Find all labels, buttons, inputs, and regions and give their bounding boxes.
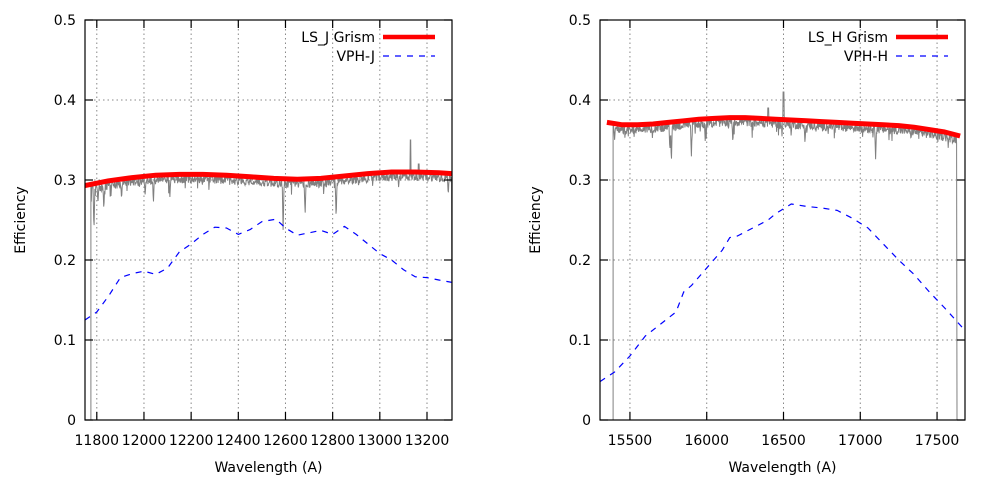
x-axis-title: Wavelength (A) xyxy=(728,460,836,476)
legend: LS_J Grism VPH-J xyxy=(301,30,435,65)
x-tick-label: 12800 xyxy=(310,433,355,449)
measured-trace xyxy=(612,91,958,420)
x-tick-label: 11800 xyxy=(75,433,120,449)
y-tick-label: 0.3 xyxy=(54,173,76,189)
x-tick-label: 16500 xyxy=(761,433,806,449)
plot-frame xyxy=(599,19,966,421)
y-tick-label: 0.3 xyxy=(569,173,591,189)
vph-efficiency-line xyxy=(600,203,965,383)
series-group xyxy=(600,91,965,420)
x-tick-label: 13200 xyxy=(405,433,450,449)
plot-frame xyxy=(84,19,453,421)
y-tick-label: 0.5 xyxy=(569,13,591,29)
grism-efficiency-line xyxy=(606,115,961,139)
ticks xyxy=(600,19,965,421)
series-group xyxy=(85,139,452,420)
x-tick-label: 13000 xyxy=(358,433,403,449)
x-tick-label: 12600 xyxy=(263,433,308,449)
x-tick-label: 16000 xyxy=(684,433,729,449)
x-tick-label: 12000 xyxy=(122,433,167,449)
vph-efficiency-line xyxy=(85,218,452,321)
x-tick-label: 12400 xyxy=(216,433,261,449)
y-tick-label: 0 xyxy=(582,413,591,429)
j-band-chart: 0 0.1 0.2 0.3 0.4 0.5 11800 12000 12200 12400 126… xyxy=(13,13,453,476)
measured-trace xyxy=(90,139,452,420)
y-tick-labels: 0 0.1 0.2 0.3 0.4 0.5 xyxy=(569,13,591,429)
grism-efficiency-line xyxy=(85,169,452,189)
x-axis-title: Wavelength (A) xyxy=(214,460,322,476)
grid xyxy=(85,20,452,420)
x-tick-label: 17500 xyxy=(915,433,960,449)
ticks xyxy=(85,19,452,421)
x-tick-labels: 15500 16000 16500 17000 17500 xyxy=(608,433,960,449)
x-tick-label: 15500 xyxy=(608,433,653,449)
y-tick-label: 0.4 xyxy=(54,93,76,109)
legend-label-vph: VPH-J xyxy=(336,49,375,65)
y-axis-title: Efficiency xyxy=(528,186,544,253)
legend: LS_H Grism VPH-H xyxy=(808,30,948,65)
y-tick-label: 0.4 xyxy=(569,93,591,109)
y-tick-label: 0.2 xyxy=(569,253,591,269)
legend-label-grism: LS_J Grism xyxy=(301,30,375,46)
x-tick-label: 12200 xyxy=(169,433,214,449)
y-tick-label: 0.1 xyxy=(54,333,76,349)
x-tick-label: 17000 xyxy=(838,433,883,449)
grid xyxy=(600,20,965,420)
y-tick-label: 0.1 xyxy=(569,333,591,349)
legend-label-vph: VPH-H xyxy=(844,49,888,65)
legend-label-grism: LS_H Grism xyxy=(808,30,888,46)
x-tick-labels: 11800 12000 12200 12400 12600 12800 13000 13200 xyxy=(75,433,450,449)
y-axis-title: Efficiency xyxy=(13,186,29,253)
h-band-chart: 0 0.1 0.2 0.3 0.4 0.5 15500 16000 16500 17000 175… xyxy=(528,13,966,476)
y-tick-labels: 0 0.1 0.2 0.3 0.4 0.5 xyxy=(54,13,76,429)
y-tick-label: 0.2 xyxy=(54,253,76,269)
y-tick-label: 0.5 xyxy=(54,13,76,29)
y-tick-label: 0 xyxy=(67,413,76,429)
